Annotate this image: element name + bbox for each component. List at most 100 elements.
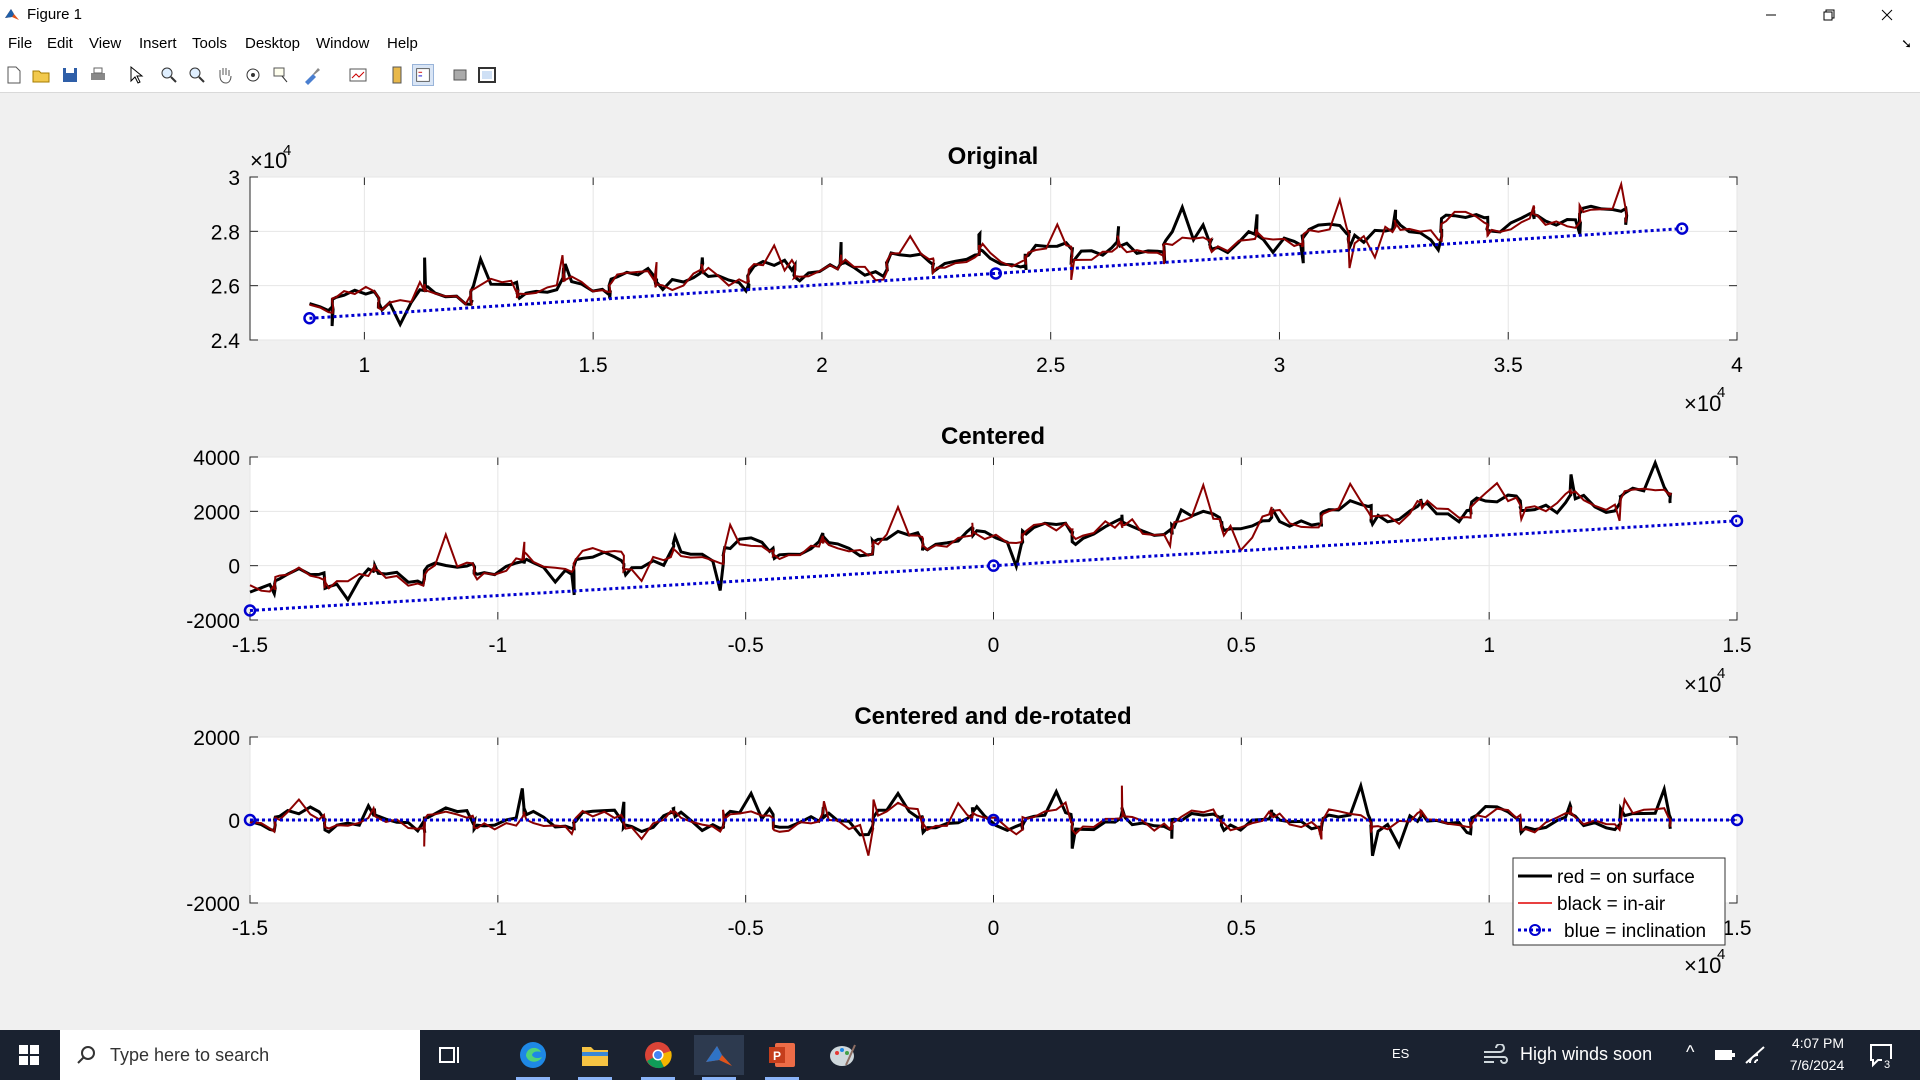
menu-file[interactable]: File — [8, 35, 33, 52]
start-button[interactable] — [0, 1030, 58, 1080]
show-plot-tools-icon[interactable] — [476, 64, 498, 86]
y-tick-label: 0 — [228, 556, 240, 579]
y-tick-label: 2.4 — [211, 330, 241, 353]
print-icon[interactable] — [87, 64, 109, 86]
taskbar-paint-app[interactable] — [818, 1035, 868, 1075]
x-tick-label: 0.5 — [1227, 634, 1256, 657]
open-file-icon[interactable] — [30, 64, 52, 86]
search-icon — [77, 1046, 95, 1064]
zoom-out-icon[interactable] — [186, 64, 208, 86]
axes-0[interactable]: 1 1.5 2 2.5 3 3.5 4 3 2.8 2.6 2.4 — [211, 167, 1743, 377]
brush-icon[interactable] — [301, 64, 323, 86]
menu-help[interactable]: Help — [387, 35, 418, 52]
axes-1[interactable]: -1.5 -1 -0.5 0 0.5 1 1.5 4000 2000 0 -2000 — [186, 447, 1751, 657]
search-placeholder: Type here to search — [110, 1045, 270, 1065]
inclination-point — [243, 813, 257, 827]
hide-plot-tools-icon[interactable] — [449, 64, 471, 86]
x-exponent-original: ×10 — [1684, 391, 1721, 416]
x-tick-label: 0 — [988, 917, 1000, 940]
language-indicator[interactable]: ES — [1392, 1046, 1410, 1061]
weather-wind-icon[interactable] — [1482, 1044, 1510, 1066]
y-tick-label: 3 — [228, 167, 240, 190]
legend-in-air: black = in-air — [1557, 894, 1666, 915]
x-tick-label: 3.5 — [1494, 354, 1523, 377]
x-tick-label: -1.5 — [232, 917, 268, 940]
x-tick-label: 0 — [988, 634, 1000, 657]
pan-icon[interactable] — [214, 64, 236, 86]
rotate-3d-icon[interactable] — [242, 64, 264, 86]
close-button[interactable] — [1858, 0, 1916, 30]
menu-desktop[interactable]: Desktop — [245, 35, 301, 52]
svg-text:P: P — [773, 1049, 781, 1063]
minimize-icon — [1766, 14, 1776, 16]
zoom-in-icon[interactable] — [158, 64, 180, 86]
taskbar-chrome[interactable] — [633, 1035, 683, 1080]
restore-button[interactable] — [1800, 0, 1858, 30]
wifi-icon[interactable] — [1744, 1045, 1766, 1065]
window-title-bar: Figure 1 — [0, 0, 1920, 30]
clock-time[interactable]: 4:07 PM — [1791, 1035, 1845, 1051]
link-data-icon[interactable] — [347, 64, 369, 86]
menu-tools[interactable]: Tools — [192, 35, 228, 52]
taskbar-search-box[interactable]: Type here to search — [60, 1030, 420, 1080]
figure-toolbar — [0, 58, 1920, 93]
clock-date[interactable]: 7/6/2024 — [1789, 1057, 1845, 1073]
axes-2[interactable]: -1.5 -1 -0.5 0 0.5 1 1.5 2000 0 -2000 — [186, 727, 1751, 940]
y-exponent-original: ×10 — [250, 148, 287, 173]
legend[interactable]: red = on surface black = in-air blue = i… — [1512, 857, 1726, 946]
inclination-line — [249, 519, 1738, 612]
y-tick-label: 4000 — [193, 447, 240, 470]
x-tick-label: 1 — [1483, 634, 1495, 657]
taskbar-edge[interactable] — [508, 1035, 558, 1080]
task-view-button[interactable] — [425, 1035, 475, 1075]
minimize-button[interactable] — [1742, 0, 1800, 30]
windows-taskbar: Type here to search P ES High winds soon… — [0, 1030, 1920, 1080]
inclination-point — [243, 604, 257, 617]
x-tick-label: 1 — [1483, 917, 1495, 940]
menu-edit[interactable]: Edit — [47, 35, 73, 52]
y-exponent-power-original: 4 — [283, 142, 291, 159]
battery-icon[interactable] — [1714, 1048, 1736, 1062]
x-tick-label: 2.5 — [1036, 354, 1065, 377]
x-tick-label: 1.5 — [579, 354, 608, 377]
x-tick-label: 3 — [1274, 354, 1286, 377]
legend-icon[interactable] — [412, 64, 434, 86]
trace-in-air — [309, 180, 1628, 314]
edit-plot-icon[interactable] — [124, 64, 146, 86]
inclination-point — [1675, 222, 1689, 235]
data-cursor-icon[interactable] — [270, 64, 292, 86]
chrome-browser-icon — [645, 1042, 672, 1069]
taskbar-powerpoint[interactable]: P — [757, 1035, 807, 1080]
x-tick-label: 1.5 — [1722, 634, 1751, 657]
x-exponent-power-original: 4 — [1717, 384, 1725, 401]
y-tick-label: -2000 — [186, 893, 240, 916]
weather-text[interactable]: High winds soon — [1520, 1044, 1653, 1064]
colorbar-icon[interactable] — [386, 64, 408, 86]
menu-insert[interactable]: Insert — [139, 35, 177, 52]
x-tick-label: 2 — [816, 354, 828, 377]
x-tick-label: 1 — [359, 354, 371, 377]
inclination-point — [987, 559, 1000, 572]
save-icon[interactable] — [59, 64, 81, 86]
taskbar-file-explorer[interactable] — [570, 1035, 620, 1080]
figure-canvas: 1 1.5 2 2.5 3 3.5 4 3 2.8 2.6 2.4 -1.5 -1 -0.5 0 0.5 1 1.… — [0, 93, 1920, 1030]
notifications-icon[interactable] — [1868, 1042, 1896, 1068]
inclination-point — [1730, 813, 1744, 827]
menu-view[interactable]: View — [89, 35, 122, 52]
new-figure-icon[interactable] — [3, 64, 25, 86]
menu-window[interactable]: Window — [316, 35, 370, 52]
y-tick-label: 2.6 — [211, 276, 240, 299]
inclination-point — [989, 267, 1003, 280]
legend-marker-inclination — [1529, 924, 1541, 936]
matlab-logo-icon — [5, 9, 19, 20]
x-exponent-derotated: ×10 — [1684, 953, 1721, 978]
dock-figure-icon[interactable]: ➘ — [1901, 36, 1912, 51]
tray-chevron-icon[interactable]: ^ — [1686, 1042, 1695, 1062]
taskbar-matlab[interactable] — [694, 1035, 744, 1080]
legend-on-surface: red = on surface — [1557, 867, 1695, 888]
paint-palette-icon — [830, 1044, 856, 1066]
x-exponent-centered: ×10 — [1684, 672, 1721, 697]
x-tick-label: 4 — [1731, 354, 1743, 377]
windows-logo-icon — [19, 1045, 39, 1065]
x-exponent-power-centered: 4 — [1717, 665, 1725, 682]
